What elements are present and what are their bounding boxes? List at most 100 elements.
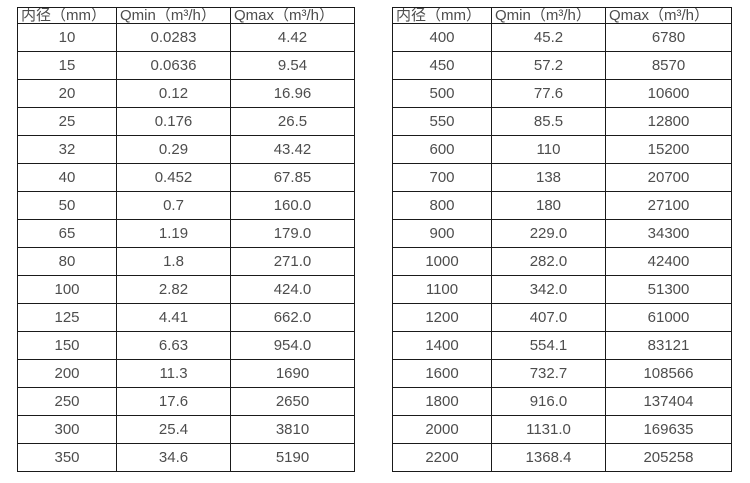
table-row: 1100 342.0 51300 — [392, 275, 732, 304]
table-cell: 900 — [392, 219, 492, 248]
table-row: 10 0.0283 4.42 — [17, 23, 355, 52]
table-cell: 50 — [17, 191, 117, 220]
table-cell: 250 — [17, 387, 117, 416]
table-row: 900 229.0 34300 — [392, 219, 732, 248]
table-cell: 65 — [17, 219, 117, 248]
table-cell: 8570 — [605, 51, 732, 80]
table-cell: 179.0 — [230, 219, 355, 248]
column-header: 内径（mm） — [17, 7, 117, 24]
table-cell: 10 — [17, 23, 117, 52]
table-row: 1000 282.0 42400 — [392, 247, 732, 276]
table-row: 250 17.6 2650 — [17, 387, 355, 416]
table-cell: 732.7 — [491, 359, 606, 388]
table-row: 20 0.12 16.96 — [17, 79, 355, 108]
table-cell: 34300 — [605, 219, 732, 248]
table-cell: 1.8 — [116, 247, 231, 276]
table-cell: 15 — [17, 51, 117, 80]
table-cell: 16.96 — [230, 79, 355, 108]
table-cell: 6.63 — [116, 331, 231, 360]
table-row: 350 34.6 5190 — [17, 443, 355, 472]
table-cell: 17.6 — [116, 387, 231, 416]
table-cell: 4.42 — [230, 23, 355, 52]
table-cell: 1400 — [392, 331, 492, 360]
table-cell: 271.0 — [230, 247, 355, 276]
table-cell: 26.5 — [230, 107, 355, 136]
table-cell: 916.0 — [491, 387, 606, 416]
table-cell: 180 — [491, 191, 606, 220]
table-cell: 100 — [17, 275, 117, 304]
table-row: 1800 916.0 137404 — [392, 387, 732, 416]
table-row: 800 180 27100 — [392, 191, 732, 220]
table-row: 150 6.63 954.0 — [17, 331, 355, 360]
table-cell: 110 — [491, 135, 606, 164]
table-cell: 169635 — [605, 415, 732, 444]
table-cell: 25 — [17, 107, 117, 136]
table-row: 80 1.8 271.0 — [17, 247, 355, 276]
table-cell: 125 — [17, 303, 117, 332]
table-cell: 2000 — [392, 415, 492, 444]
table-cell: 51300 — [605, 275, 732, 304]
table-cell: 400 — [392, 23, 492, 52]
table-row: 32 0.29 43.42 — [17, 135, 355, 164]
table-row: 2000 1131.0 169635 — [392, 415, 732, 444]
table-cell: 150 — [17, 331, 117, 360]
table-row: 550 85.5 12800 — [392, 107, 732, 136]
table-cell: 6780 — [605, 23, 732, 52]
table-row: 25 0.176 26.5 — [17, 107, 355, 136]
table-cell: 800 — [392, 191, 492, 220]
table-cell: 40 — [17, 163, 117, 192]
table-cell: 1.19 — [116, 219, 231, 248]
table-cell: 3810 — [230, 415, 355, 444]
table-cell: 137404 — [605, 387, 732, 416]
table-cell: 27100 — [605, 191, 732, 220]
table-cell: 662.0 — [230, 303, 355, 332]
table-cell: 0.12 — [116, 79, 231, 108]
table-cell: 600 — [392, 135, 492, 164]
table-cell: 77.6 — [491, 79, 606, 108]
column-header: Qmax（m³/h） — [605, 7, 732, 24]
table-cell: 450 — [392, 51, 492, 80]
table-cell: 407.0 — [491, 303, 606, 332]
table-row: 100 2.82 424.0 — [17, 275, 355, 304]
flow-table-small-diameters: 内径（mm） Qmin（m³/h） Qmax（m³/h） 10 0.0283 4.42 15… — [17, 7, 355, 472]
table-cell: 2.82 — [116, 275, 231, 304]
table-cell: 57.2 — [491, 51, 606, 80]
table-cell: 1368.4 — [491, 443, 606, 472]
header-row: 内径（mm） Qmin（m³/h） Qmax（m³/h） — [392, 7, 732, 24]
table-cell: 1131.0 — [491, 415, 606, 444]
table-cell: 10600 — [605, 79, 732, 108]
table-cell: 83121 — [605, 331, 732, 360]
table-cell: 43.42 — [230, 135, 355, 164]
table-cell: 282.0 — [491, 247, 606, 276]
table-cell: 12800 — [605, 107, 732, 136]
table-cell: 424.0 — [230, 275, 355, 304]
table-cell: 700 — [392, 163, 492, 192]
table-cell: 2650 — [230, 387, 355, 416]
header-row: 内径（mm） Qmin（m³/h） Qmax（m³/h） — [17, 7, 355, 24]
table-cell: 42400 — [605, 247, 732, 276]
table-cell: 1200 — [392, 303, 492, 332]
table-cell: 20700 — [605, 163, 732, 192]
table-row: 450 57.2 8570 — [392, 51, 732, 80]
column-header: Qmin（m³/h） — [491, 7, 606, 24]
table-cell: 1800 — [392, 387, 492, 416]
table-cell: 954.0 — [230, 331, 355, 360]
table-row: 500 77.6 10600 — [392, 79, 732, 108]
table-cell: 32 — [17, 135, 117, 164]
table-row: 1600 732.7 108566 — [392, 359, 732, 388]
table-cell: 11.3 — [116, 359, 231, 388]
table-cell: 500 — [392, 79, 492, 108]
table-cell: 160.0 — [230, 191, 355, 220]
table-cell: 1600 — [392, 359, 492, 388]
table-row: 300 25.4 3810 — [17, 415, 355, 444]
table-cell: 67.85 — [230, 163, 355, 192]
table-cell: 34.6 — [116, 443, 231, 472]
table-row: 600 110 15200 — [392, 135, 732, 164]
table-cell: 0.7 — [116, 191, 231, 220]
table-row: 2200 1368.4 205258 — [392, 443, 732, 472]
table-cell: 61000 — [605, 303, 732, 332]
table-row: 40 0.452 67.85 — [17, 163, 355, 192]
table-cell: 350 — [17, 443, 117, 472]
table-cell: 200 — [17, 359, 117, 388]
table-row: 125 4.41 662.0 — [17, 303, 355, 332]
